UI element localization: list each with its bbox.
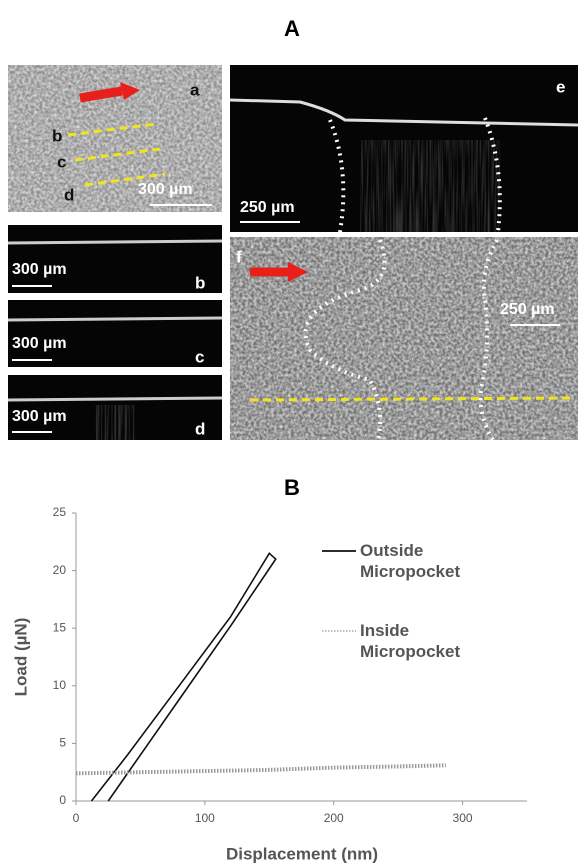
image-letter: c	[195, 347, 204, 366]
y-tick-label: 0	[59, 793, 66, 807]
legend-entry: Outside Micropocket	[360, 541, 461, 581]
image-letter: b	[195, 273, 205, 292]
y-axis-label: Load (µN)	[11, 618, 30, 697]
line-label: b	[52, 126, 62, 145]
image-c: 300 µm c	[7, 300, 223, 367]
x-axis-label: Displacement (nm)	[226, 844, 378, 863]
scale-bar-label: 250 µm	[240, 199, 295, 216]
scale-bar-label: 300 µm	[138, 181, 193, 198]
panel-label: A	[284, 16, 300, 41]
scale-bar-label: 250 µm	[500, 301, 555, 318]
y-tick-label: 20	[53, 563, 67, 577]
line-label: c	[57, 152, 66, 171]
scale-bar-label: 300 µm	[12, 261, 67, 278]
chart-title: B	[284, 475, 300, 500]
image-letter: f	[236, 247, 242, 266]
image-letter: a	[190, 80, 200, 99]
y-tick-label: 5	[59, 736, 66, 750]
image-a: a b c d 300 µm	[8, 65, 222, 212]
x-tick-label: 300	[453, 811, 473, 825]
y-tick-label: 10	[53, 678, 67, 692]
image-letter: d	[195, 419, 205, 438]
x-tick-label: 200	[324, 811, 344, 825]
image-e: e 250 µm	[229, 65, 579, 233]
scale-bar-label: 300 µm	[12, 408, 67, 425]
legend-entry: Inside Micropocket	[360, 621, 461, 661]
image-b: 300 µm b	[7, 225, 223, 293]
image-d: 300 µm d	[7, 375, 223, 440]
y-tick-label: 25	[53, 505, 67, 519]
line-label: d	[64, 185, 74, 204]
image-letter: e	[556, 77, 565, 96]
scale-bar-label: 300 µm	[12, 335, 67, 352]
x-tick-label: 0	[73, 811, 80, 825]
x-tick-label: 100	[195, 811, 215, 825]
series-line	[90, 552, 277, 802]
series-line	[75, 763, 446, 776]
image-f: f 250 µm	[230, 237, 578, 442]
y-tick-label: 15	[53, 620, 67, 634]
